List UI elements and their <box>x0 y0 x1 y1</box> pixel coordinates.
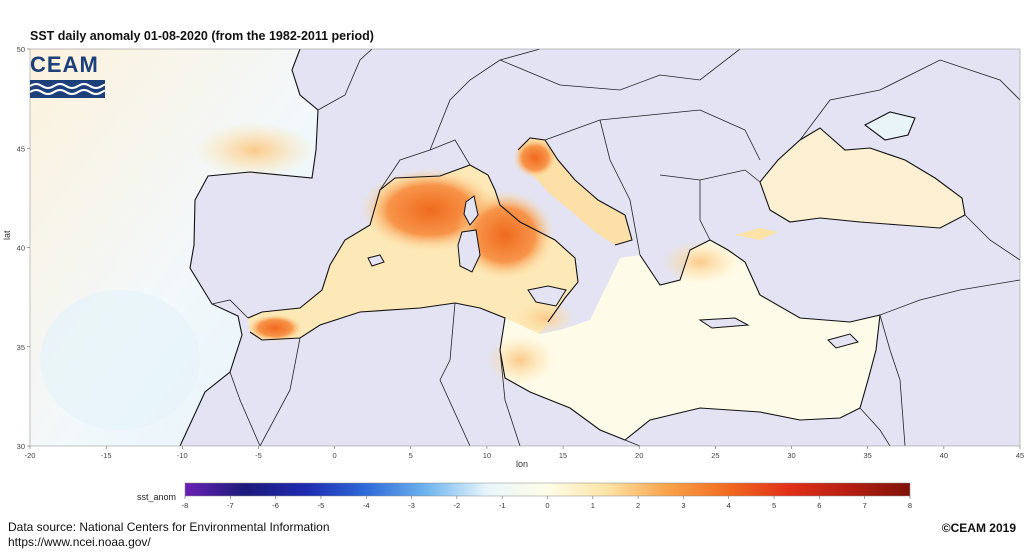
x-tick-label: 30 <box>787 451 795 460</box>
x-tick-label: 25 <box>711 451 719 460</box>
warm-area-biscay <box>195 122 315 178</box>
x-tick-label: -10 <box>177 451 188 460</box>
cyprus <box>827 333 859 349</box>
colorbar-tick-label: 1 <box>591 501 595 510</box>
country-borders <box>211 49 1020 446</box>
colorbar-tick-label: -7 <box>227 501 234 510</box>
colorbar-tick-label: 7 <box>863 501 867 510</box>
warm-area-aegean <box>660 240 740 284</box>
y-axis-label: lat <box>2 230 12 240</box>
sea-of-marmara <box>735 228 778 240</box>
x-tick-label: 35 <box>864 451 872 460</box>
colorbar-tick-label: 2 <box>636 501 640 510</box>
y-tick-label: 40 <box>17 244 25 253</box>
x-tick-label: 40 <box>940 451 948 460</box>
sicily <box>527 285 567 307</box>
colorbar-tick-label: 8 <box>908 501 912 510</box>
x-tick-label: -15 <box>101 451 112 460</box>
colorbar-tick-label: 0 <box>545 501 549 510</box>
islands <box>367 195 859 349</box>
x-tick-label: 5 <box>409 451 413 460</box>
eastern-mediterranean <box>500 240 880 440</box>
y-tick-label: 30 <box>17 442 25 451</box>
colorbar: -8 -7 -6 -5 -4 -3 -2 -1 0 1 2 3 4 5 6 7 8 <box>182 482 912 510</box>
colorbar-tick-label: -5 <box>318 501 325 510</box>
mallorca <box>367 254 385 267</box>
logo-text: CEAM <box>30 52 99 77</box>
colorbar-tick-label: -2 <box>454 501 461 510</box>
colorbar-label: sst_anom <box>137 492 177 502</box>
x-tick-label: 10 <box>483 451 491 460</box>
map-title: SST daily anomaly 01-08-2020 (from the 1… <box>30 29 374 43</box>
x-tick-label: 45 <box>1016 451 1024 460</box>
colorbar-gradient <box>184 482 911 497</box>
colorbar-tick-label: 6 <box>817 501 821 510</box>
y-axis-ticks: 50 45 40 35 30 <box>17 45 30 451</box>
x-axis-ticks: -20 -15 -10 -5 0 5 10 15 20 25 30 35 40 45 <box>25 446 1024 460</box>
hotspot-north-adriatic <box>513 138 557 178</box>
colorbar-tick-label: -6 <box>272 501 279 510</box>
x-tick-label: -5 <box>255 451 262 460</box>
colorbar-tick-label: -4 <box>363 501 370 510</box>
colorbar-tick-label: -3 <box>408 501 415 510</box>
data-source-url: https://www.ncei.noaa.gov/ <box>8 535 151 549</box>
x-tick-label: -20 <box>25 451 36 460</box>
y-tick-label: 50 <box>17 45 25 54</box>
black-sea <box>760 128 965 228</box>
data-source-text: Data source: National Centers for Enviro… <box>8 520 330 534</box>
colorbar-tick-label: 4 <box>727 501 731 510</box>
colorbar-tick-label: -1 <box>499 501 506 510</box>
crete <box>698 317 750 329</box>
logo-waves-icon <box>30 80 105 98</box>
y-tick-label: 45 <box>17 144 25 153</box>
hotspot-tyrrhenian <box>455 190 555 280</box>
sardinia <box>457 229 481 273</box>
x-tick-label: 0 <box>333 451 337 460</box>
coastlines <box>179 49 966 446</box>
colorbar-tick-label: 3 <box>681 501 685 510</box>
x-tick-label: 15 <box>559 451 567 460</box>
warm-area-sicily <box>515 300 575 336</box>
copyright-text: ©CEAM 2019 <box>941 521 1016 535</box>
cool-area-atlantic <box>40 290 200 430</box>
hotspot-alboran <box>247 314 303 342</box>
warm-area-libya <box>485 335 555 385</box>
colorbar-tick-label: -8 <box>182 501 189 510</box>
colorbar-tick-label: 5 <box>772 501 776 510</box>
corsica <box>463 195 479 226</box>
x-tick-label: 20 <box>635 451 643 460</box>
ceam-logo: CEAM <box>30 52 105 98</box>
x-axis-label: lon <box>516 459 529 469</box>
y-tick-label: 35 <box>17 343 25 352</box>
